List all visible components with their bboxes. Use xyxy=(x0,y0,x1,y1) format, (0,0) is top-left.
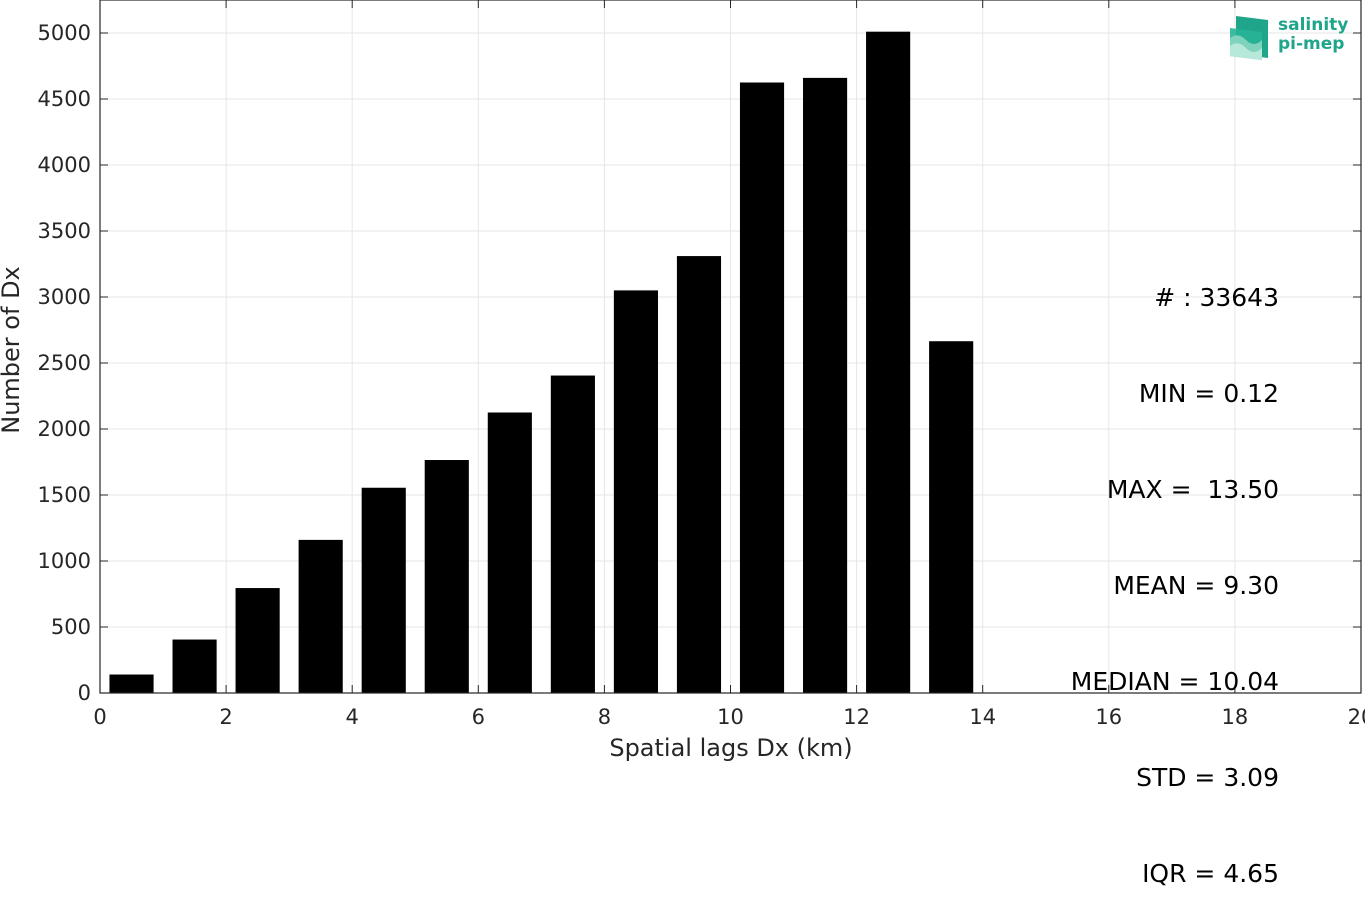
x-tick-label: 14 xyxy=(969,705,996,729)
x-tick-label: 18 xyxy=(1222,705,1249,729)
logo-text: salinity pi-mep xyxy=(1278,16,1348,54)
stat-min: MIN = 0.12 xyxy=(1138,379,1279,408)
y-tick-label: 4000 xyxy=(38,153,91,177)
bar xyxy=(298,539,343,693)
summary-statistics: # : 33643 MIN = 0.12 MAX = 13.50 MEAN = … xyxy=(1071,218,1279,922)
x-tick-label: 4 xyxy=(346,705,359,729)
y-tick-label: 4500 xyxy=(38,87,91,111)
bar xyxy=(613,290,658,693)
bar xyxy=(803,77,848,693)
stat-count: # : 33643 xyxy=(1154,283,1279,312)
bar xyxy=(109,674,154,693)
y-tick-label: 0 xyxy=(78,681,91,705)
axes xyxy=(99,0,1362,694)
y-tick-label: 2000 xyxy=(38,417,91,441)
x-tick-label: 8 xyxy=(598,705,611,729)
x-tick-label: 12 xyxy=(843,705,870,729)
histogram-chart: 0 2 4 6 8 10 12 14 16 18 20 0 500 1000 1500 2000 2500 300… xyxy=(0,0,1365,762)
logo-line-2: pi-mep xyxy=(1278,34,1345,54)
tick-labels: 0 2 4 6 8 10 12 14 16 18 20 0 500 1000 1500 2000 2500 300… xyxy=(38,21,1365,729)
stat-median: MEDIAN = 10.04 xyxy=(1070,667,1279,696)
bar xyxy=(550,375,595,693)
bar xyxy=(361,487,406,693)
bar xyxy=(676,256,722,693)
bar xyxy=(424,460,469,693)
x-tick-label: 6 xyxy=(472,705,485,729)
y-tick-label: 1000 xyxy=(38,549,91,573)
bar xyxy=(929,341,974,693)
y-tick-label: 3500 xyxy=(38,219,91,243)
x-tick-label: 20 xyxy=(1348,705,1365,729)
bar xyxy=(739,82,785,693)
bar xyxy=(235,588,280,693)
y-tick-label: 2500 xyxy=(38,351,91,375)
y-tick-label: 1500 xyxy=(38,483,91,507)
salinity-pimep-logo: salinity pi-mep xyxy=(1228,14,1358,62)
stat-std: STD = 3.09 xyxy=(1136,763,1279,792)
logo-waves-icon xyxy=(1230,16,1268,60)
y-tick-label: 5000 xyxy=(38,21,91,45)
x-tick-label: 0 xyxy=(93,705,106,729)
x-tick-label: 2 xyxy=(219,705,232,729)
bars xyxy=(109,31,974,694)
bar xyxy=(172,639,217,693)
bar xyxy=(866,31,911,694)
x-tick-label: 10 xyxy=(717,705,744,729)
stat-mean: MEAN = 9.30 xyxy=(1113,571,1279,600)
x-axis-label: Spatial lags Dx (km) xyxy=(609,734,852,762)
stat-max: MAX = 13.50 xyxy=(1106,475,1279,504)
y-tick-label: 500 xyxy=(51,615,91,639)
x-tick-label: 16 xyxy=(1095,705,1122,729)
bar xyxy=(487,412,532,693)
y-axis-label: Number of Dx xyxy=(0,266,25,433)
y-tick-label: 3000 xyxy=(38,285,91,309)
logo-line-1: salinity xyxy=(1278,15,1349,35)
stat-iqr: IQR = 4.65 xyxy=(1142,859,1279,888)
